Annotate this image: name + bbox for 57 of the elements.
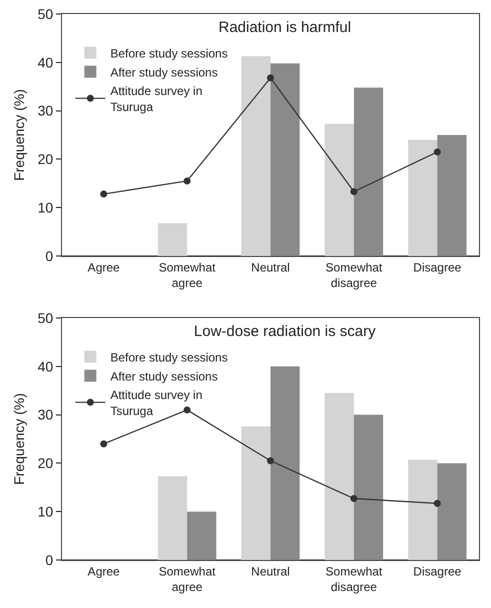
y-tick-label: 10 [38, 200, 54, 216]
bar [158, 476, 188, 560]
point [434, 148, 441, 156]
y-tick-label: 40 [38, 54, 54, 70]
legend-label: Attitude survey in Tsuruga [110, 388, 202, 418]
point [267, 74, 274, 82]
bar [158, 223, 188, 256]
point [100, 440, 108, 448]
y-tick-label: 0 [45, 552, 54, 568]
x-tick-label: Somewhat disagree [326, 260, 383, 290]
y-axis-title: Frequency (%) [11, 393, 27, 485]
y-tick-label: 50 [38, 6, 54, 22]
legend-label: After study sessions [110, 65, 218, 80]
y-tick-label: 50 [38, 310, 54, 326]
point [434, 500, 441, 507]
y-tick-label: 20 [38, 151, 54, 168]
legend-label: Before study sessions [110, 46, 228, 60]
chart-title: Low-dose radiation is scary [194, 322, 376, 340]
bar [187, 512, 216, 560]
x-tick-label: Neutral [251, 564, 290, 578]
x-tick-label: Disagree [413, 564, 462, 578]
bar [354, 88, 384, 256]
x-tick-label: Somewhat agree [158, 260, 216, 290]
bar [324, 393, 354, 560]
x-tick-label: Agree [88, 260, 120, 274]
legend-label: After study sessions [110, 369, 218, 384]
bar [437, 463, 466, 560]
point [350, 188, 358, 196]
bar [241, 56, 270, 256]
point [267, 457, 274, 464]
bar [354, 414, 384, 560]
bar [408, 140, 438, 256]
bar [408, 460, 438, 560]
x-tick-label: Agree [88, 564, 120, 578]
bar [437, 135, 466, 256]
chart-title: Radiation is harmful [218, 18, 352, 36]
x-tick-label: Somewhat disagree [326, 564, 383, 594]
y-tick-label: 0 [45, 248, 54, 264]
bar [270, 63, 300, 256]
bar [241, 426, 270, 560]
legend-label: Before study sessions [110, 350, 228, 364]
y-tick-label: 10 [38, 504, 54, 520]
x-tick-label: Neutral [251, 260, 290, 274]
y-axis-title: Frequency (%) [11, 89, 27, 181]
x-tick-label: Disagree [413, 260, 462, 274]
bar [270, 366, 300, 560]
y-tick-label: 30 [38, 406, 54, 423]
y-tick-label: 20 [38, 455, 54, 472]
point [184, 177, 191, 184]
point [184, 406, 191, 414]
point [100, 190, 108, 198]
bar [324, 124, 354, 256]
y-tick-label: 30 [38, 102, 54, 119]
y-tick-label: 40 [38, 358, 54, 374]
legend-label: Attitude survey in Tsuruga [110, 84, 202, 114]
point [350, 495, 358, 502]
x-tick-label: Somewhat agree [158, 564, 216, 594]
